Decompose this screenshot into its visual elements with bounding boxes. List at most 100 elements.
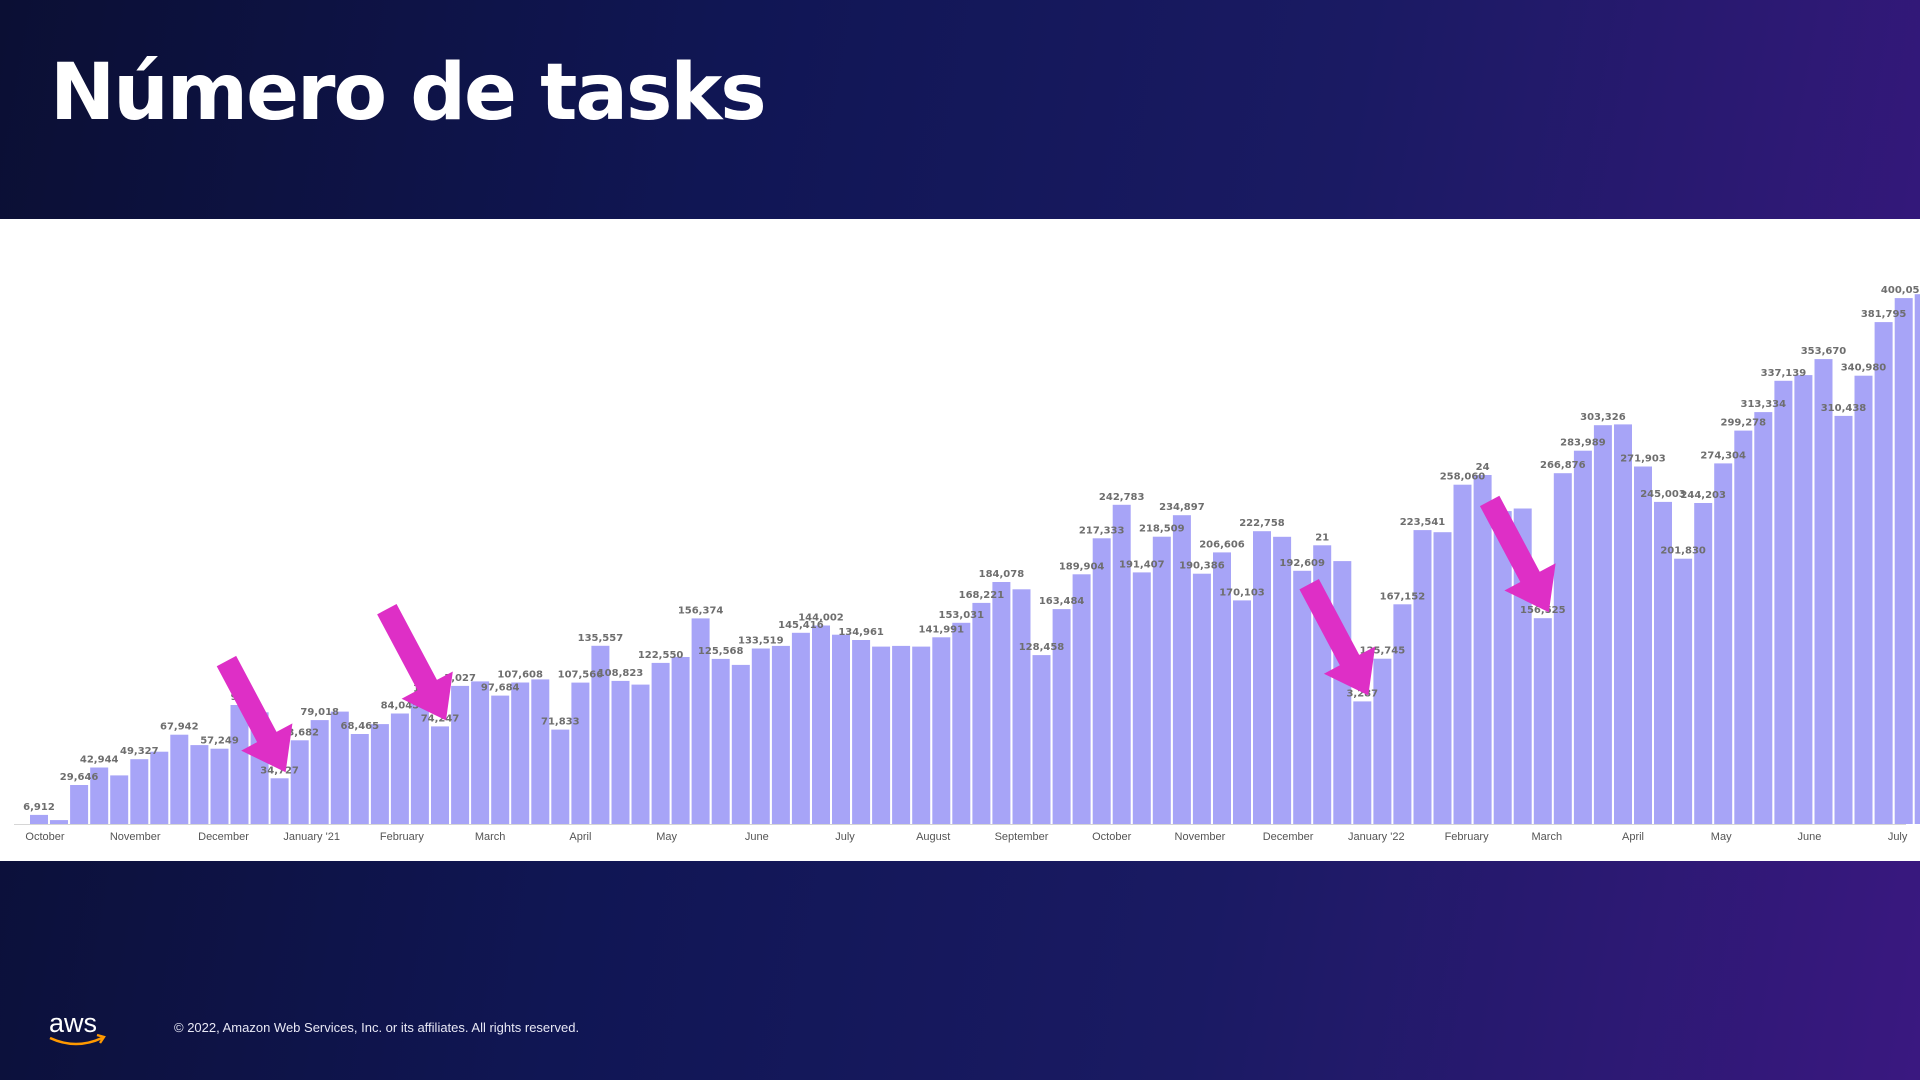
x-tick-label: May (1711, 831, 1732, 843)
bar-value-label: 245,003 (1640, 489, 1686, 500)
bar (852, 640, 871, 824)
bar-value-label: 63,682 (280, 727, 319, 738)
x-tick-label: January '21 (283, 831, 340, 843)
bar (410, 696, 429, 824)
bar (170, 734, 189, 824)
bar-value-label: 184,078 (979, 569, 1025, 580)
bar (1253, 531, 1271, 824)
bar-value-label: 167,152 (1380, 591, 1426, 602)
bar (431, 726, 449, 824)
bar (691, 618, 710, 824)
bar-value-label: 21 (1315, 532, 1329, 543)
x-tick-label: December (1263, 831, 1314, 843)
bar-value-label: 218,509 (1139, 524, 1185, 535)
bar-value-label: 29,646 (60, 772, 99, 783)
bar-value-label: 223,541 (1400, 517, 1446, 528)
bar-value-label: 79,018 (300, 707, 339, 718)
annotation-arrow-icon (1299, 578, 1376, 696)
bar-value-label: 153,031 (939, 610, 985, 621)
bar (671, 657, 690, 824)
bar-value-label: 144,002 (798, 613, 844, 624)
bar (1012, 589, 1031, 824)
bar-value-label: 299,278 (1721, 418, 1767, 429)
bar (611, 680, 630, 824)
bar (150, 751, 169, 824)
bar-value-label: 283,989 (1560, 438, 1606, 449)
bar-value-label: 133,519 (738, 636, 784, 647)
bar-value-label: 34,727 (260, 765, 299, 776)
bar (511, 682, 530, 824)
bar (1213, 552, 1231, 824)
x-tick-label: February (1445, 831, 1490, 843)
bar-value-label: 189,904 (1059, 561, 1105, 572)
bar (1894, 298, 1913, 825)
annotation-arrow-icon (377, 603, 453, 721)
bar (531, 679, 550, 824)
bar (390, 713, 409, 824)
annotation-arrow-icon (216, 655, 293, 773)
bar (451, 685, 470, 824)
bar (591, 645, 610, 824)
bar (1614, 424, 1632, 824)
bar-value-label: 156,525 (1520, 605, 1566, 616)
bar-value-label: 84,045 (381, 701, 420, 712)
x-tick-label: July (1888, 831, 1908, 843)
bar-value-label: 266,876 (1540, 460, 1586, 471)
bar-value-label: 125,568 (698, 646, 744, 657)
bar (1172, 515, 1191, 824)
x-tick-label: November (110, 831, 161, 843)
bar-value-label: 128,458 (1019, 642, 1065, 653)
bar (1473, 475, 1492, 824)
bar (1273, 536, 1292, 824)
bar-value-label: 74,247 (421, 713, 460, 724)
bar (1192, 573, 1211, 824)
bar-value-label: 141,991 (919, 624, 965, 635)
bar-value-label: 57,249 (200, 736, 239, 747)
bar (1373, 658, 1392, 824)
bar-value-label: 68,465 (341, 721, 380, 732)
annotation-arrow-icon (1479, 495, 1556, 613)
chart-panel: 6,91229,64642,94449,32767,94257,24990,34… (0, 219, 1920, 861)
bar (1453, 484, 1472, 824)
bar (932, 637, 951, 824)
x-tick-label: January '22 (1348, 831, 1405, 843)
bar (1393, 604, 1412, 824)
bar-value-label: 163,484 (1039, 596, 1085, 607)
bar (350, 734, 369, 824)
bar (1433, 532, 1452, 824)
bar (1233, 600, 1251, 824)
bar-value-label: 381,795 (1861, 309, 1907, 320)
bar-value-label: 49,327 (120, 746, 159, 757)
bar (1413, 530, 1432, 824)
bar (90, 767, 109, 824)
bar-value-label: 107,608 (497, 670, 543, 681)
bar (651, 662, 670, 824)
bar-value-label: 168,221 (959, 590, 1005, 601)
bar (1714, 463, 1733, 824)
x-tick-label: November (1175, 831, 1226, 843)
bar-value-label: 107,566 (558, 670, 604, 681)
bar-value-label: 353,670 (1801, 346, 1847, 357)
bar-value-label: 97,684 (481, 683, 520, 694)
bar-value-label: 170,103 (1219, 587, 1265, 598)
x-tick-label: March (475, 831, 506, 843)
bar (1834, 415, 1853, 824)
x-tick-label: July (835, 831, 855, 843)
bar-value-label: 400,059 (1881, 285, 1920, 296)
bar-value-label: 244,203 (1680, 490, 1726, 501)
bar (992, 582, 1011, 824)
bar (290, 740, 309, 824)
bar-value-label: 274,304 (1700, 450, 1746, 461)
x-tick-label: April (1622, 831, 1644, 843)
bar (1774, 380, 1793, 824)
bar (1854, 375, 1873, 824)
bar-value-label: 310,438 (1821, 403, 1867, 414)
bar-value-label: 340,980 (1841, 363, 1887, 374)
bar (1353, 701, 1372, 824)
bar-value-label: 222,758 (1239, 518, 1285, 529)
bar (1694, 503, 1713, 824)
bar-value-label: 156,374 (678, 605, 724, 616)
bar (731, 664, 750, 824)
x-tick-label: December (198, 831, 249, 843)
bar (1092, 538, 1111, 824)
